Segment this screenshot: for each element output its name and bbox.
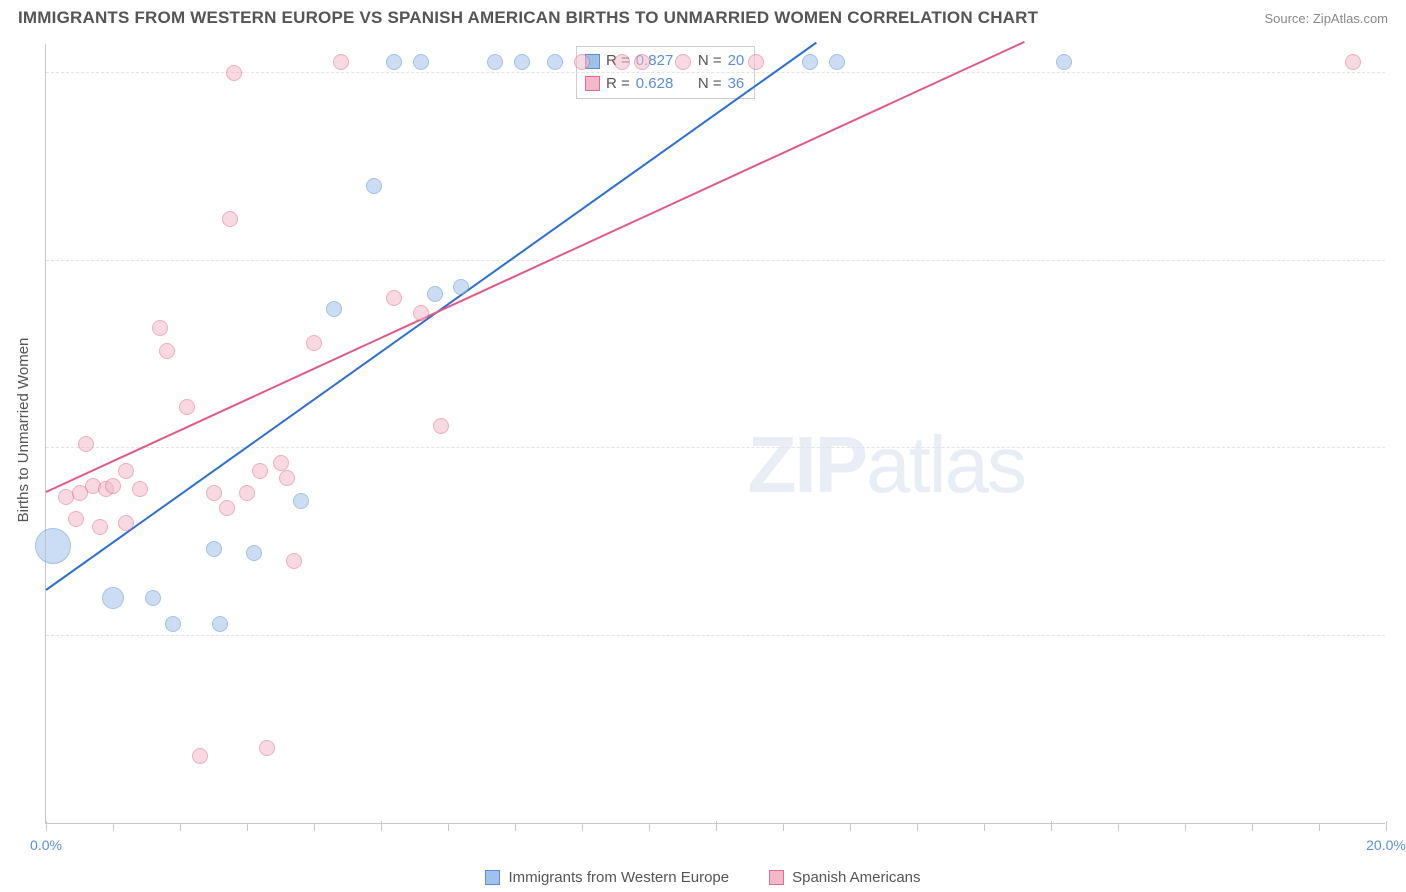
legend-item-blue: Immigrants from Western Europe: [485, 869, 729, 886]
data-point-pink: [179, 399, 195, 415]
data-point-blue: [102, 587, 124, 609]
data-point-blue: [547, 54, 563, 70]
x-tick: [113, 823, 114, 831]
data-point-pink: [222, 211, 238, 227]
data-point-blue: [802, 54, 818, 70]
x-tick-label: 20.0%: [1366, 837, 1406, 853]
x-tick: [649, 823, 650, 831]
x-tick: [46, 821, 47, 831]
data-point-pink: [252, 463, 268, 479]
data-point-pink: [413, 305, 429, 321]
x-tick: [1386, 821, 1387, 831]
watermark: ZIPatlas: [748, 419, 1025, 511]
source-label: Source: ZipAtlas.com: [1264, 11, 1388, 26]
data-point-blue: [366, 178, 382, 194]
data-point-blue: [35, 528, 71, 564]
chart-title: IMMIGRANTS FROM WESTERN EUROPE VS SPANIS…: [18, 8, 1038, 28]
data-point-pink: [279, 470, 295, 486]
data-point-pink: [748, 54, 764, 70]
gridline: [46, 635, 1385, 636]
data-point-blue: [246, 545, 262, 561]
data-point-pink: [306, 335, 322, 351]
data-point-pink: [78, 436, 94, 452]
x-tick: [582, 823, 583, 831]
data-point-pink: [105, 478, 121, 494]
data-point-pink: [92, 519, 108, 535]
swatch-blue: [485, 870, 500, 885]
data-point-pink: [219, 500, 235, 516]
x-tick: [515, 823, 516, 831]
x-tick: [1118, 823, 1119, 831]
data-point-pink: [433, 418, 449, 434]
x-tick: [1185, 823, 1186, 831]
data-point-pink: [259, 740, 275, 756]
x-tick: [1051, 821, 1052, 831]
x-tick: [1252, 823, 1253, 831]
x-tick-label: 0.0%: [30, 837, 62, 853]
legend-item-pink: Spanish Americans: [769, 869, 920, 886]
data-point-blue: [145, 590, 161, 606]
gridline: [46, 72, 1385, 73]
data-point-blue: [829, 54, 845, 70]
x-tick: [716, 821, 717, 831]
legend: Immigrants from Western Europe Spanish Am…: [0, 869, 1406, 886]
data-point-blue: [514, 54, 530, 70]
data-point-pink: [226, 65, 242, 81]
data-point-pink: [206, 485, 222, 501]
data-point-blue: [212, 616, 228, 632]
data-point-pink: [1345, 54, 1361, 70]
data-point-blue: [1056, 54, 1072, 70]
data-point-pink: [132, 481, 148, 497]
data-point-blue: [293, 493, 309, 509]
data-point-blue: [413, 54, 429, 70]
data-point-pink: [118, 463, 134, 479]
data-point-blue: [206, 541, 222, 557]
data-point-blue: [453, 279, 469, 295]
x-tick: [783, 823, 784, 831]
data-point-pink: [634, 54, 650, 70]
data-point-blue: [386, 54, 402, 70]
plot-area: ZIPatlas R = 0.827 N = 20R = 0.628 N = 3…: [45, 44, 1385, 824]
gridline: [46, 260, 1385, 261]
swatch-pink: [585, 76, 600, 91]
data-point-pink: [118, 515, 134, 531]
data-point-pink: [239, 485, 255, 501]
data-point-pink: [574, 54, 590, 70]
x-tick: [448, 823, 449, 831]
data-point-pink: [386, 290, 402, 306]
x-tick: [1319, 823, 1320, 831]
data-point-pink: [675, 54, 691, 70]
legend-label: Immigrants from Western Europe: [508, 869, 729, 886]
stat-row-pink: R = 0.628 N = 36: [585, 73, 744, 96]
x-tick: [984, 823, 985, 831]
data-point-blue: [326, 301, 342, 317]
legend-label: Spanish Americans: [792, 869, 920, 886]
data-point-blue: [427, 286, 443, 302]
y-axis-label: Births to Unmarried Women: [15, 338, 32, 523]
data-point-blue: [165, 616, 181, 632]
swatch-pink: [769, 870, 784, 885]
data-point-pink: [333, 54, 349, 70]
x-tick: [314, 823, 315, 831]
data-point-pink: [68, 511, 84, 527]
x-tick: [247, 823, 248, 831]
data-point-pink: [192, 748, 208, 764]
data-point-pink: [152, 320, 168, 336]
x-tick: [180, 823, 181, 831]
data-point-pink: [614, 54, 630, 70]
x-tick: [850, 823, 851, 831]
data-point-blue: [487, 54, 503, 70]
data-point-pink: [286, 553, 302, 569]
x-tick: [381, 821, 382, 831]
data-point-pink: [273, 455, 289, 471]
data-point-pink: [159, 343, 175, 359]
x-tick: [917, 823, 918, 831]
stat-row-blue: R = 0.827 N = 20: [585, 50, 744, 73]
regression-line-pink: [46, 41, 1025, 493]
